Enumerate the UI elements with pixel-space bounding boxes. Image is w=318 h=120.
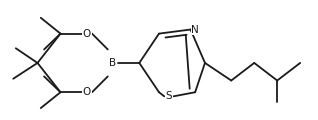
Text: N: N (191, 24, 199, 35)
Text: S: S (166, 91, 172, 101)
Text: O: O (83, 87, 91, 97)
Text: O: O (83, 29, 91, 39)
Text: B: B (109, 58, 117, 68)
